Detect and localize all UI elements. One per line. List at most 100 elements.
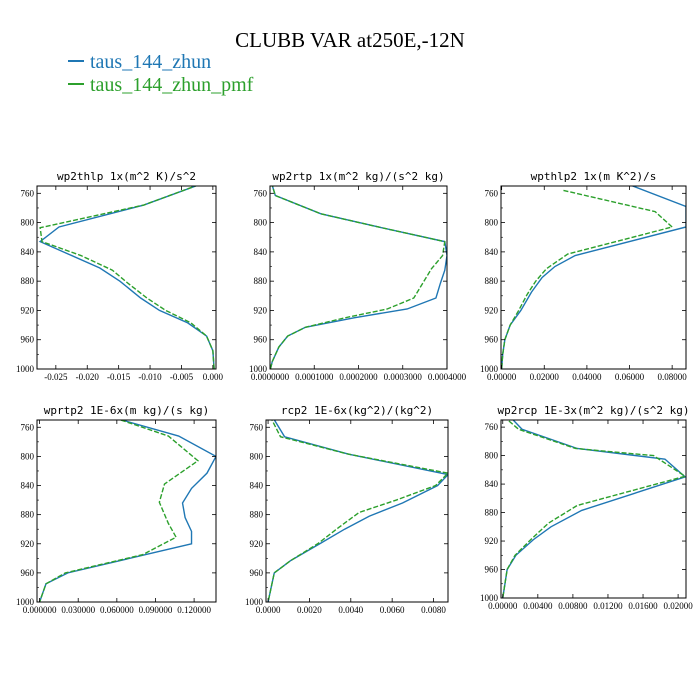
- y-tick-label: 1000: [16, 364, 35, 374]
- series-line-1: [38, 186, 215, 369]
- x-tick-label: -0.005: [170, 372, 194, 382]
- panel-title: wp2rcp 1E-3x(m^2 kg)/(s^2 kg): [497, 404, 689, 417]
- panel-4: wprtp2 1E-6x(m kg)/(s kg) 760 800 840 880 920…: [16, 404, 217, 615]
- panel-title: wp2rtp 1x(m^2 kg)/(s^2 kg): [272, 170, 444, 183]
- series-line-1: [38, 420, 216, 602]
- legend-label-1: taus_144_zhun: [90, 51, 212, 73]
- x-tick-label: 0.0060: [380, 605, 405, 615]
- y-tick-label: 960: [485, 565, 499, 575]
- plot-frame: [500, 185, 687, 370]
- y-tick-label: 840: [485, 479, 499, 489]
- plot-frame: [500, 419, 687, 599]
- x-tick-label: 0.00800: [558, 601, 588, 611]
- series-line-1: [502, 420, 686, 598]
- x-tick-label: 0.01600: [628, 601, 658, 611]
- y-tick-label: 920: [254, 305, 268, 315]
- y-tick-label: 1000: [480, 593, 499, 603]
- x-tick-label: 0.01200: [593, 601, 623, 611]
- series-line-2: [502, 420, 686, 598]
- x-tick-label: 0.0080: [421, 605, 446, 615]
- y-tick-label: 760: [21, 188, 35, 198]
- x-tick-label: 0.0040: [338, 605, 363, 615]
- y-tick-label: 800: [21, 451, 35, 461]
- y-tick-label: 880: [21, 276, 35, 286]
- y-tick-label: 920: [21, 539, 35, 549]
- y-tick-label: 960: [254, 335, 268, 345]
- y-tick-label: 760: [21, 422, 35, 432]
- series-line-2: [38, 420, 200, 602]
- x-tick-label: -0.025: [44, 372, 68, 382]
- x-tick-label: 0.090000: [139, 605, 173, 615]
- plot-frame: [269, 185, 448, 370]
- y-tick-label: 1000: [480, 364, 499, 374]
- y-tick-label: 800: [485, 451, 499, 461]
- series-line-1: [270, 186, 447, 369]
- x-tick-label: 0.00000: [487, 372, 517, 382]
- x-tick-label: 0.06000: [615, 372, 645, 382]
- y-tick-label: 920: [485, 536, 499, 546]
- panel-3: wpthlp2 1x(m K^2)/s 760 800 840 880 920 960 100…: [480, 170, 687, 382]
- plot-frame: [36, 185, 217, 370]
- y-tick-label: 880: [254, 276, 268, 286]
- legend-swatch-1: [68, 60, 84, 63]
- y-tick-label: 800: [485, 218, 499, 228]
- series-line-1: [501, 186, 686, 369]
- plot-frame: [36, 419, 217, 603]
- y-tick-label: 960: [21, 568, 35, 578]
- x-tick-label: 0.000: [203, 372, 224, 382]
- y-tick-label: 800: [254, 218, 268, 228]
- y-tick-label: 960: [250, 568, 264, 578]
- x-tick-label: 0.0004000: [428, 372, 467, 382]
- series-line-1: [267, 420, 448, 602]
- panel-2: wp2rtp 1x(m^2 kg)/(s^2 kg) 760 800 840 880 92…: [249, 170, 467, 382]
- y-tick-label: 1000: [245, 597, 264, 607]
- panel-6: wp2rcp 1E-3x(m^2 kg)/(s^2 kg) 760 800 840 88…: [480, 404, 693, 611]
- legend-swatch-2: [68, 83, 84, 86]
- plot-frame: [265, 419, 449, 603]
- y-tick-label: 760: [485, 422, 499, 432]
- x-tick-label: 0.0001000: [295, 372, 334, 382]
- x-tick-label: 0.030000: [61, 605, 95, 615]
- legend-item-2: taus_144_zhun_pmf: [68, 74, 253, 97]
- y-tick-label: 880: [485, 276, 499, 286]
- series-line-2: [270, 186, 446, 369]
- y-tick-label: 920: [485, 305, 499, 315]
- x-tick-label: 0.000000: [23, 605, 57, 615]
- x-tick-label: 0.04000: [572, 372, 602, 382]
- y-tick-label: 760: [485, 188, 499, 198]
- x-tick-label: 0.08000: [658, 372, 688, 382]
- x-tick-label: 0.02000: [663, 601, 693, 611]
- panel-title: wpthlp2 1x(m K^2)/s: [531, 170, 657, 183]
- y-tick-label: 880: [485, 508, 499, 518]
- x-tick-label: -0.010: [138, 372, 162, 382]
- y-tick-label: 880: [21, 510, 35, 520]
- series-line-2: [501, 189, 674, 369]
- panel-title: wp2thlp 1x(m^2 K)/s^2: [57, 170, 196, 183]
- y-tick-label: 760: [250, 422, 264, 432]
- legend: taus_144_zhun taus_144_zhun_pmf: [68, 51, 253, 97]
- x-tick-label: 0.0003000: [384, 372, 423, 382]
- x-tick-label: 0.0000000: [251, 372, 290, 382]
- y-tick-label: 840: [254, 247, 268, 257]
- legend-item-1: taus_144_zhun: [68, 51, 253, 74]
- series-line-2: [39, 186, 215, 369]
- x-tick-label: 0.060000: [100, 605, 134, 615]
- y-tick-label: 1000: [249, 364, 268, 374]
- y-tick-label: 840: [21, 247, 35, 257]
- x-tick-label: 0.0020: [297, 605, 322, 615]
- x-tick-label: 0.120000: [177, 605, 211, 615]
- panel-1: wp2thlp 1x(m^2 K)/s^2 760 800 840 880 920 960 1…: [16, 170, 223, 382]
- y-tick-label: 840: [485, 247, 499, 257]
- y-tick-label: 800: [21, 218, 35, 228]
- y-tick-label: 960: [21, 335, 35, 345]
- x-tick-label: 0.00000: [488, 601, 518, 611]
- y-tick-label: 960: [485, 335, 499, 345]
- y-tick-label: 840: [21, 481, 35, 491]
- panel-5: rcp2 1E-6x(kg^2)/(kg^2) 760 800 840 880 920 96…: [245, 404, 449, 615]
- y-tick-label: 920: [21, 305, 35, 315]
- y-tick-label: 760: [254, 188, 268, 198]
- y-tick-label: 1000: [16, 597, 35, 607]
- x-tick-label: -0.020: [76, 372, 100, 382]
- legend-label-2: taus_144_zhun_pmf: [90, 74, 254, 96]
